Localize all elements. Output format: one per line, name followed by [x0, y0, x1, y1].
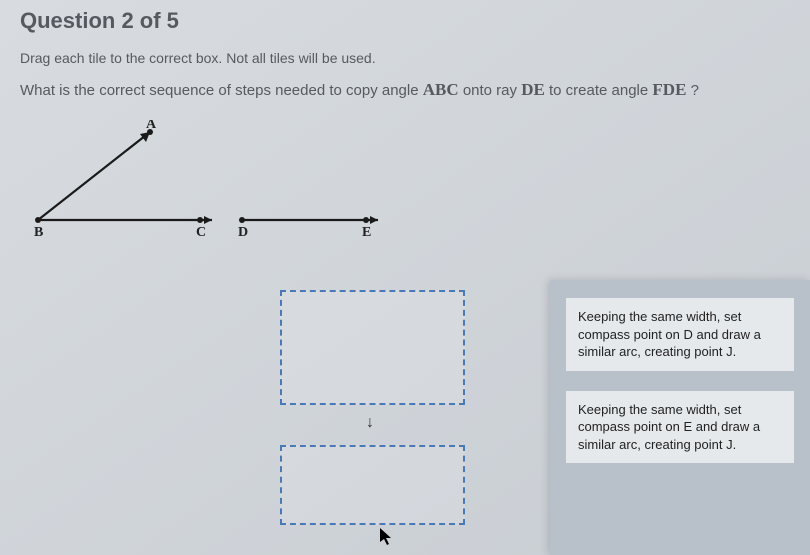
- prompt-suffix: ?: [686, 82, 699, 99]
- instruction-text: Drag each tile to the correct box. Not a…: [20, 50, 790, 66]
- prompt-mid2: to create angle: [545, 82, 653, 99]
- arrowhead-de: [370, 216, 378, 224]
- question-header: Question 2 of 5: [20, 8, 790, 34]
- prompt-mid: onto ray: [459, 82, 522, 99]
- geometry-diagram: A B C D E: [20, 120, 400, 240]
- point-d: [239, 217, 245, 223]
- prompt-angle1: ABC: [423, 80, 459, 99]
- point-c: [197, 217, 203, 223]
- prompt-prefix: What is the correct sequence of steps ne…: [20, 82, 423, 99]
- label-c: C: [196, 225, 206, 240]
- tile-option-1[interactable]: Keeping the same width, set compass poin…: [566, 298, 794, 371]
- arrowhead-bc: [204, 216, 212, 224]
- workspace: ↓ Keeping the same width, set compass po…: [0, 280, 810, 555]
- dropzone-1[interactable]: [280, 290, 465, 405]
- prompt-ray: DE: [521, 80, 545, 99]
- ray-ba: [38, 132, 150, 220]
- label-e: E: [362, 225, 371, 240]
- label-d: D: [238, 225, 248, 240]
- label-a: A: [146, 120, 157, 132]
- dropzone-2[interactable]: [280, 445, 465, 525]
- tiles-panel: Keeping the same width, set compass poin…: [550, 280, 810, 555]
- point-b: [35, 217, 41, 223]
- sequence-arrow-icon: ↓: [366, 414, 374, 432]
- prompt-angle2: FDE: [652, 80, 686, 99]
- point-e: [363, 217, 369, 223]
- tile-option-2[interactable]: Keeping the same width, set compass poin…: [566, 391, 794, 464]
- label-b: B: [34, 225, 43, 240]
- question-prompt: What is the correct sequence of steps ne…: [20, 80, 790, 100]
- mouse-cursor-icon: [380, 528, 394, 551]
